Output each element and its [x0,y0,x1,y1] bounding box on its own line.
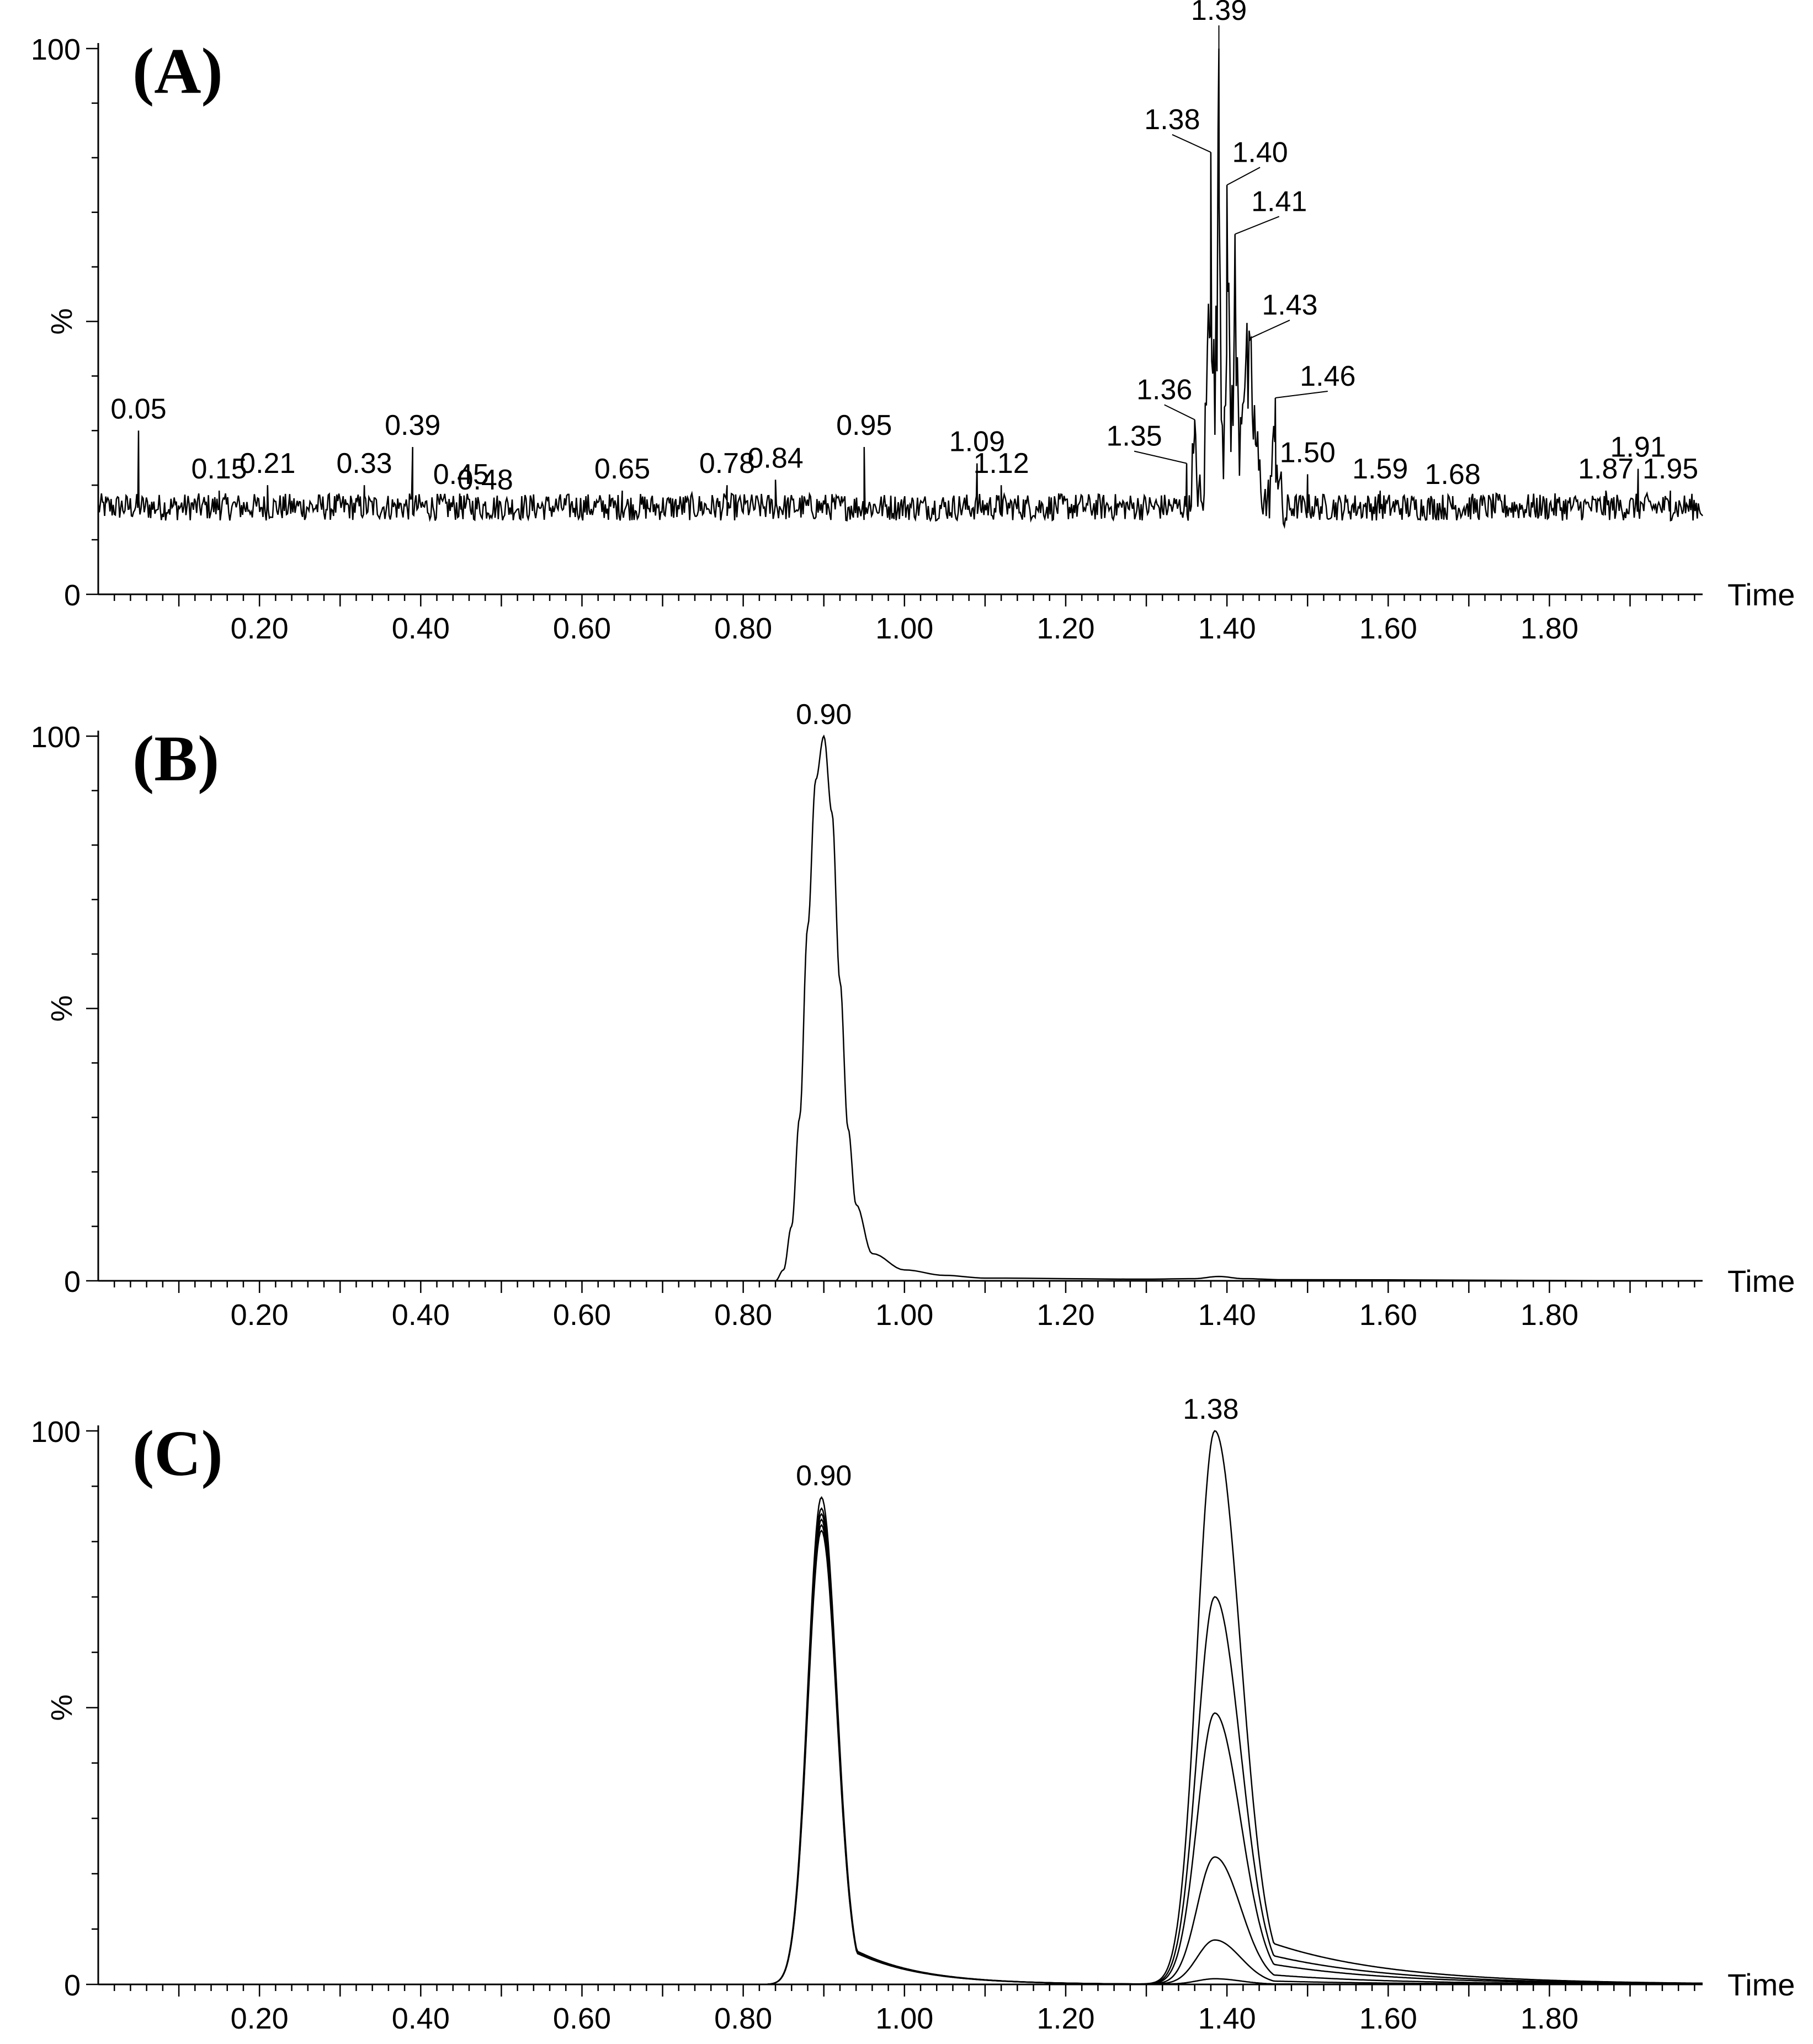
peak-label: 0.48 [458,464,513,496]
peak-label: 1.38 [1144,104,1200,136]
peak-label: 1.43 [1262,289,1317,321]
panel-label: (C) [132,1417,223,1489]
peak-label: 1.41 [1251,185,1307,217]
x-tick-label: 1.80 [1520,2002,1578,2035]
peak-label: 0.21 [240,448,295,480]
trace-line-5 [98,1524,1703,1986]
peak-leader-line [1235,216,1280,235]
panel-label: (B) [132,722,219,795]
x-tick-label: 0.60 [553,2002,611,2035]
panel-1: 0 100% 0.20 0.40 0.60 0.80 1.00 1.20 1.40 1.60 1.8… [31,0,1795,645]
trace-line-2 [98,1507,1703,1986]
x-axis-label: Time [1727,577,1795,612]
peak-label: 1.46 [1300,360,1355,392]
y-axis-label: % [45,1694,78,1721]
peak-label: 0.90 [796,699,852,731]
y-tick-label: 0 [64,1969,81,2002]
peak-label: 1.38 [1183,1393,1238,1425]
peak-label: 1.35 [1106,420,1162,453]
x-tick-label: 0.20 [231,612,289,645]
trace-line-4 [98,1513,1703,1986]
peak-label: 1.50 [1280,437,1336,469]
peak-label: 1.40 [1232,136,1288,168]
y-tick-label: 100 [31,33,81,66]
peak-label: 0.39 [385,409,440,441]
panel-2: 0 100% 0.20 0.40 0.60 0.80 1.00 1.20 1.40 1.60 1.8… [31,699,1795,1332]
peak-label: 0.95 [836,409,892,441]
x-tick-label: 1.00 [875,2002,933,2035]
x-tick-label: 1.00 [875,1298,933,1332]
x-tick-label: 0.80 [714,1298,772,1332]
trace-line [97,48,1703,529]
peak-label: 1.36 [1136,374,1192,406]
peak-label: 0.78 [699,448,755,480]
trace-line-3 [98,1518,1703,1986]
x-axis-label: Time [1727,1967,1795,2002]
peak-leader-line [1226,167,1261,186]
panel-label: (A) [132,35,223,107]
peak-label: 1.91 [1610,432,1666,464]
trace-line-1 [98,1430,1703,1986]
x-tick-label: 0.40 [392,2002,450,2035]
x-tick-label: 1.20 [1036,612,1094,645]
x-tick-label: 1.40 [1198,2002,1256,2035]
peak-label: 0.84 [747,442,803,474]
peak-label: 0.45 [433,459,489,491]
peak-label: 0.15 [192,453,247,485]
x-tick-label: 1.60 [1359,2002,1417,2035]
peak-label: 1.09 [949,426,1005,458]
y-tick-label: 100 [31,1415,81,1449]
peak-leader-line [1164,404,1195,420]
x-tick-label: 0.40 [392,1298,450,1332]
x-tick-label: 1.40 [1198,612,1256,645]
x-tick-label: 1.00 [875,612,933,645]
peak-label: 1.68 [1425,459,1481,491]
trace-line-6 [98,1529,1703,1986]
peak-leader-line [1275,390,1328,398]
y-axis-label: % [45,308,78,334]
x-tick-label: 1.80 [1520,1298,1578,1332]
x-tick-label: 0.20 [231,1298,289,1332]
x-tick-label: 0.80 [714,612,772,645]
peak-leader-line [1251,320,1290,339]
x-tick-label: 0.80 [714,2002,772,2035]
peak-label: 1.12 [973,448,1029,480]
trace-line [98,734,1703,1282]
y-tick-label: 0 [64,579,81,612]
x-tick-label: 1.40 [1198,1298,1256,1332]
peak-label: 0.90 [796,1460,852,1492]
peak-leader-line [1134,450,1187,464]
peak-label: 1.39 [1191,0,1247,26]
x-tick-label: 1.60 [1359,612,1417,645]
x-tick-label: 1.20 [1036,2002,1094,2035]
peak-label: 1.59 [1352,453,1408,485]
x-tick-label: 1.20 [1036,1298,1094,1332]
peak-label: 0.65 [594,453,650,485]
peak-label: 0.05 [110,393,166,425]
x-tick-label: 0.20 [231,2002,289,2035]
x-tick-label: 1.60 [1359,1298,1417,1332]
peak-label: 1.87 [1578,453,1634,485]
peak-leader-line [1172,134,1211,153]
x-tick-label: 0.40 [392,612,450,645]
y-tick-label: 0 [64,1265,81,1298]
y-axis-label: % [45,995,78,1021]
x-axis-label: Time [1727,1264,1795,1298]
x-tick-label: 0.60 [553,612,611,645]
peak-label: 1.95 [1642,453,1698,485]
peak-label: 0.33 [336,448,392,480]
y-tick-label: 100 [31,721,81,754]
panel-3: 0 100% 0.20 0.40 0.60 0.80 1.00 1.20 1.40 1.60 1.8… [31,1393,1795,2035]
x-tick-label: 1.80 [1520,612,1578,645]
x-tick-label: 0.60 [553,1298,611,1332]
